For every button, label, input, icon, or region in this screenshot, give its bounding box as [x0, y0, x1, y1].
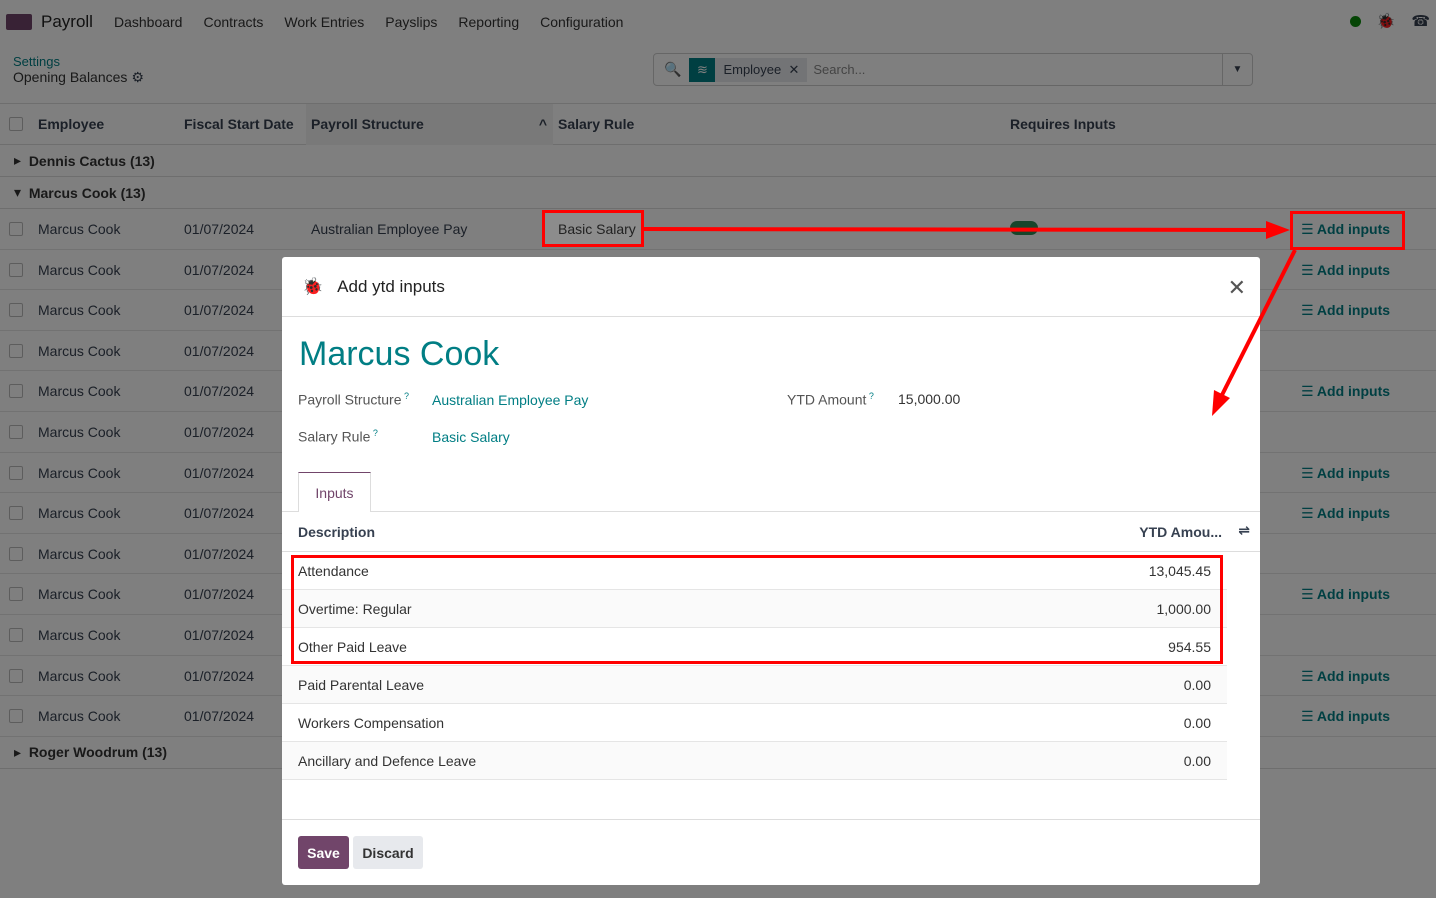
salary-rule-basic: Basic Salary [558, 221, 636, 237]
tab-inputs[interactable]: Inputs [298, 472, 371, 512]
arrow-down [1220, 249, 1297, 396]
structure-label: Payroll Structure ? [298, 391, 409, 408]
col-description[interactable]: Description [298, 524, 376, 540]
line-amount[interactable]: 0.00 [1183, 753, 1211, 769]
input-line[interactable]: Ancillary and Defence Leave 0.00 [282, 742, 1227, 780]
line-amount[interactable]: 13,045.45 [1148, 563, 1211, 579]
lines-header: Description YTD Amou... ⇌ [282, 512, 1260, 552]
save-button[interactable]: Save [298, 836, 349, 869]
line-amount[interactable]: 1,000.00 [1156, 601, 1212, 617]
arrow-head-down [1212, 390, 1230, 416]
ytd-label: YTD Amount ? [787, 391, 874, 408]
line-description[interactable]: Attendance [298, 563, 369, 579]
arrow-head-right [1266, 221, 1290, 239]
col-ytd-amount[interactable]: YTD Amou... [1139, 524, 1222, 540]
structure-value[interactable]: Australian Employee Pay [432, 392, 589, 408]
optional-columns-icon[interactable]: ⇌ [1238, 522, 1250, 538]
dialog-header: 🐞 Add ytd inputs [282, 257, 1260, 317]
line-amount[interactable]: 954.55 [1168, 639, 1211, 655]
line-description[interactable]: Other Paid Leave [298, 639, 407, 655]
rule-value[interactable]: Basic Salary [432, 429, 510, 445]
bug-icon: 🐞 [302, 276, 324, 296]
add-ytd-inputs-dialog: 🐞 Add ytd inputs ✕ Marcus Cook Payroll St… [282, 257, 1260, 885]
line-description[interactable]: Workers Compensation [298, 715, 445, 731]
input-line[interactable]: Other Paid Leave 954.55 [282, 628, 1227, 666]
arrow-right [643, 227, 1271, 232]
ytd-value: 15,000.00 [898, 391, 961, 407]
line-amount[interactable]: 0.00 [1183, 677, 1211, 693]
annotation-box-lines [291, 555, 1223, 664]
employee-name: Marcus Cook [299, 335, 500, 373]
input-line[interactable]: Paid Parental Leave 0.00 [282, 666, 1227, 704]
input-line[interactable]: Workers Compensation 0.00 [282, 704, 1227, 742]
annotation-box-salary-rule: Basic Salary [542, 210, 644, 247]
dialog-footer-divider [282, 819, 1260, 820]
tab-divider [282, 511, 1260, 512]
annotation-box-add-inputs [1290, 211, 1405, 250]
line-description[interactable]: Ancillary and Defence Leave [298, 753, 477, 769]
discard-button[interactable]: Discard [353, 836, 423, 869]
rule-label: Salary Rule ? [298, 428, 378, 445]
line-amount[interactable]: 0.00 [1183, 715, 1211, 731]
input-line[interactable]: Overtime: Regular 1,000.00 [282, 590, 1227, 628]
line-description[interactable]: Paid Parental Leave [298, 677, 425, 693]
line-description[interactable]: Overtime: Regular [298, 601, 412, 617]
close-icon[interactable]: ✕ [1227, 275, 1246, 300]
input-line[interactable]: Attendance 13,045.45 [282, 552, 1227, 590]
dialog-title: Add ytd inputs [337, 276, 445, 296]
